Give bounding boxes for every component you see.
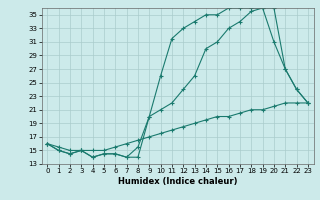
X-axis label: Humidex (Indice chaleur): Humidex (Indice chaleur) [118, 177, 237, 186]
